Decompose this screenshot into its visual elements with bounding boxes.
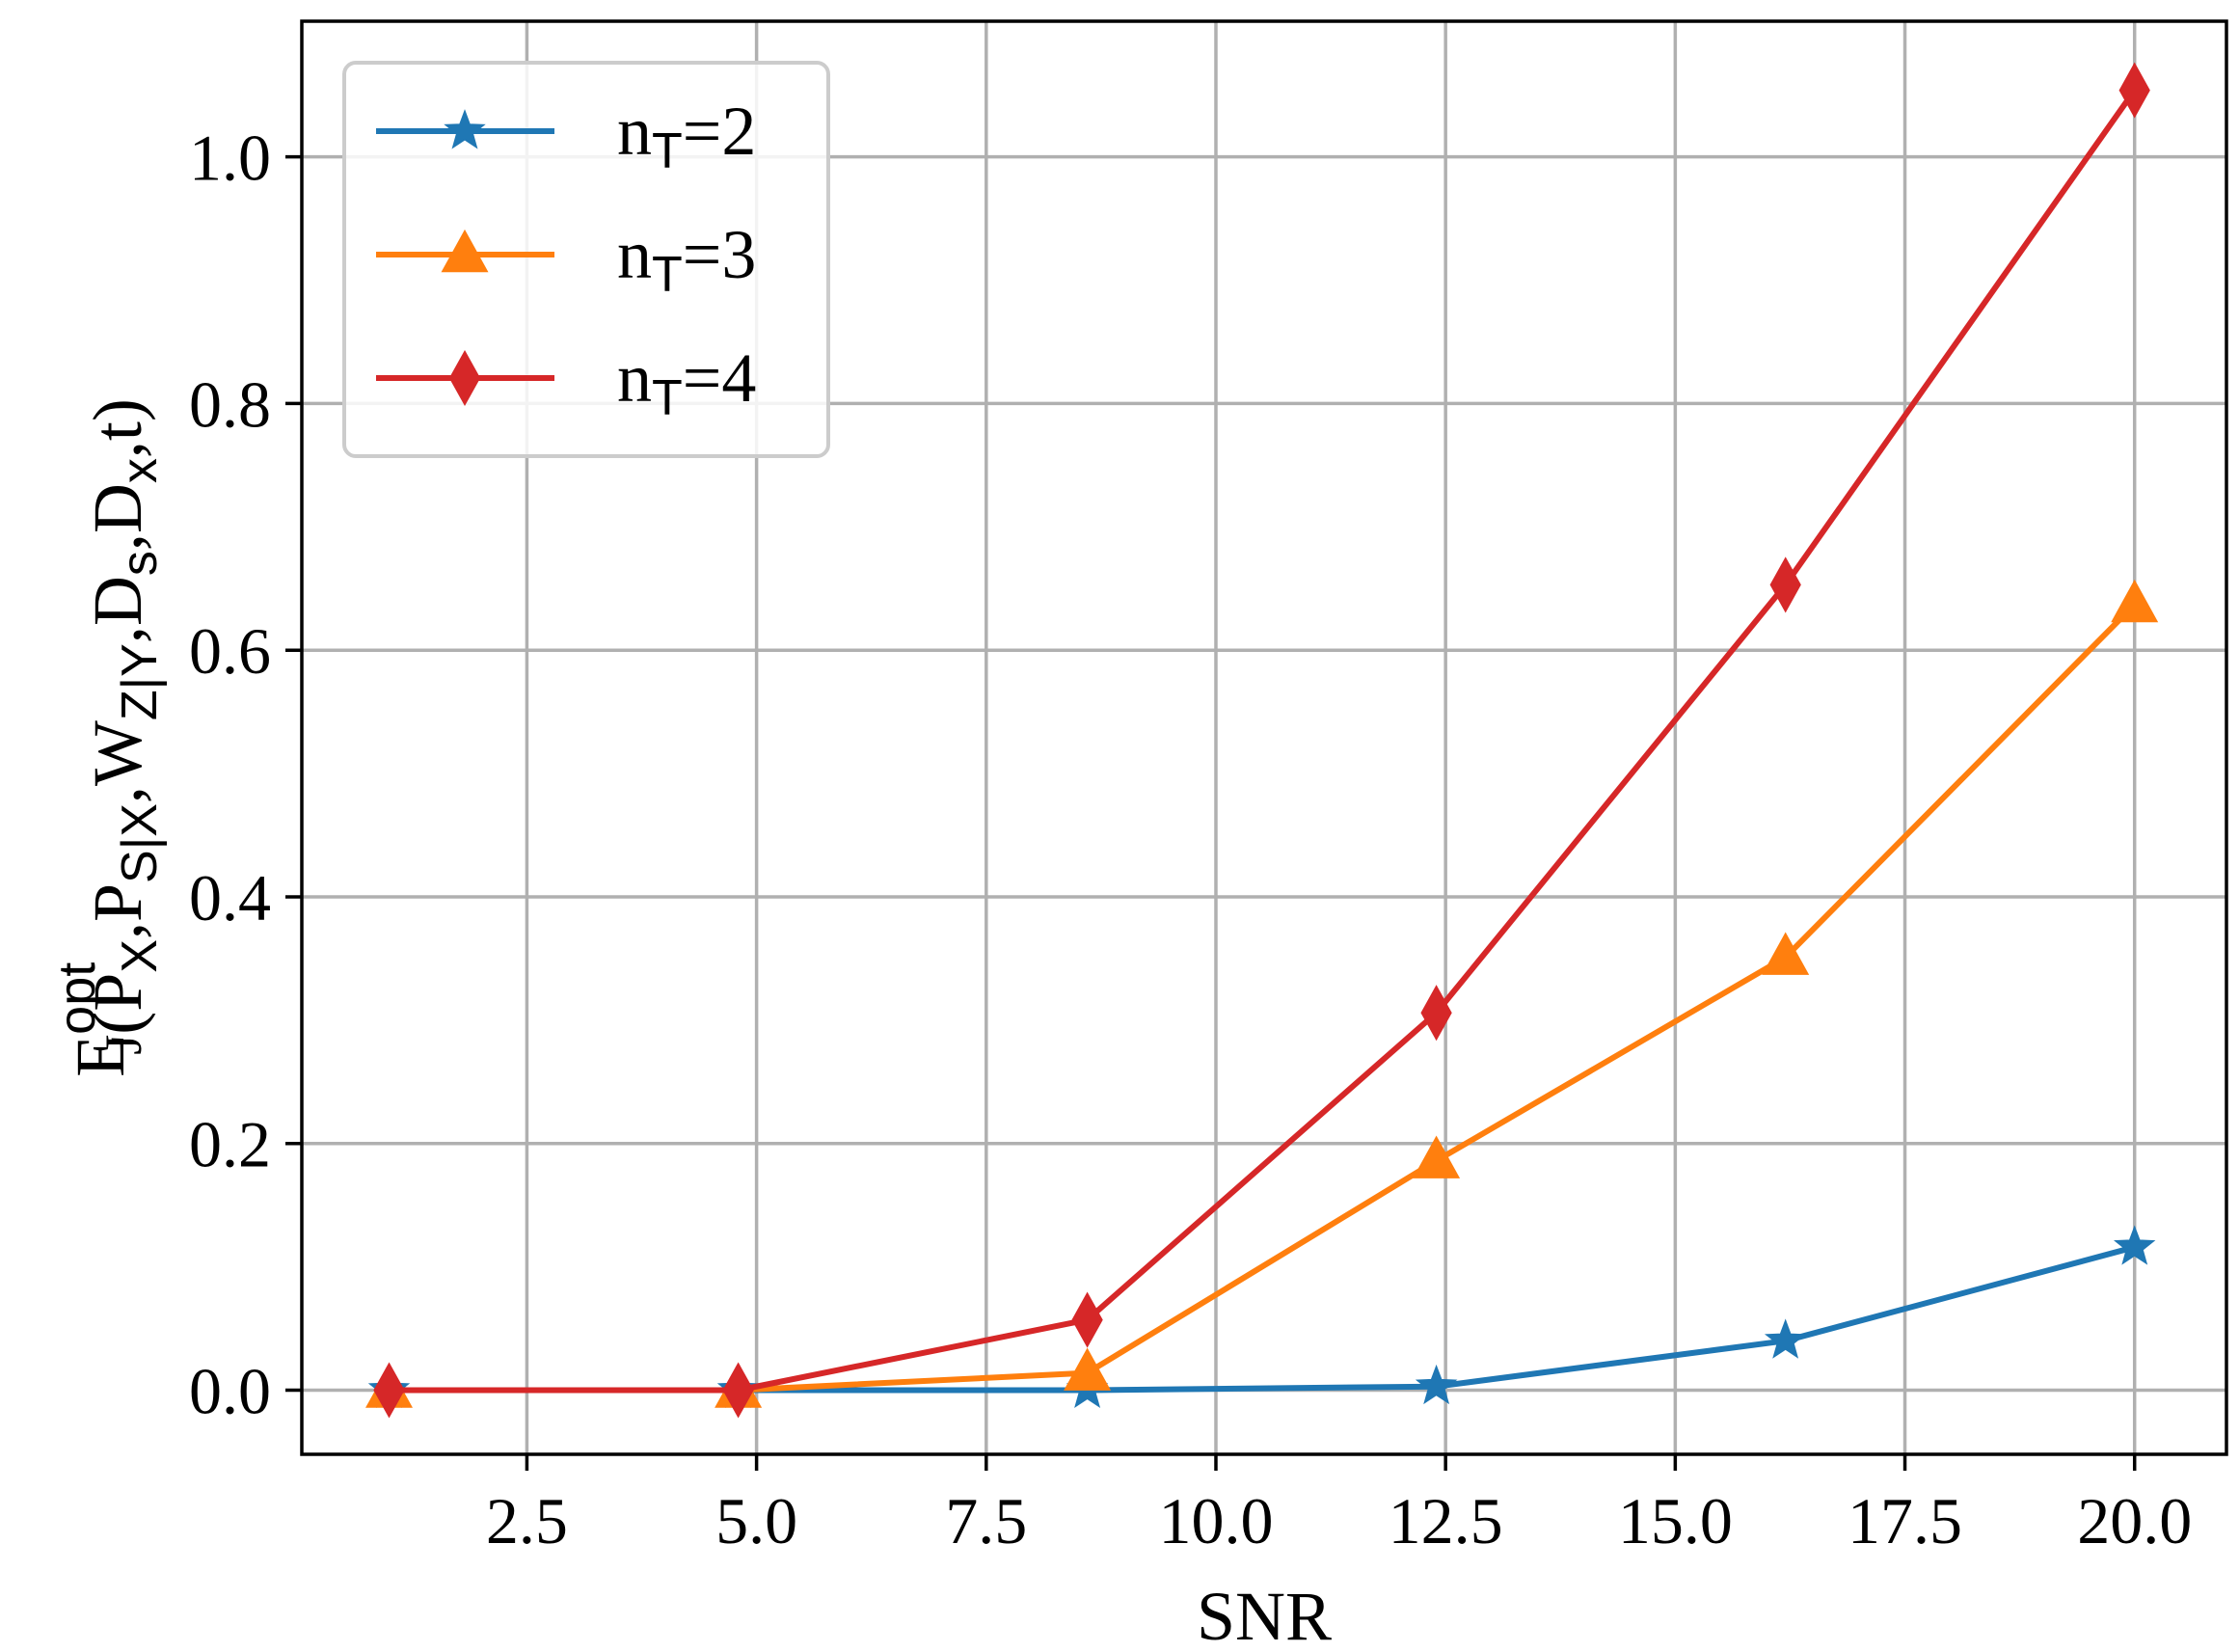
data-point bbox=[1762, 932, 1810, 975]
data-point bbox=[2111, 579, 2159, 623]
data-point bbox=[373, 1362, 405, 1419]
y-tick-label: 0.6 bbox=[189, 614, 271, 688]
y-axis-label: EoptJ(PX,PS|X,WZ|Y,Ds,Dx,t) bbox=[48, 398, 168, 1077]
series-2 bbox=[365, 579, 2159, 1408]
grid bbox=[302, 21, 2226, 1454]
x-tick-label: 5.0 bbox=[715, 1484, 797, 1557]
x-tick-label: 15.0 bbox=[1618, 1484, 1733, 1557]
data-point bbox=[1413, 1135, 1461, 1178]
y-tick-label: 1.0 bbox=[189, 122, 271, 195]
data-point bbox=[1415, 1364, 1458, 1405]
x-tick-label: 7.5 bbox=[945, 1484, 1027, 1557]
series-1 bbox=[367, 1225, 2156, 1409]
series-3 bbox=[373, 62, 2150, 1419]
x-tick-label: 12.5 bbox=[1389, 1484, 1503, 1557]
y-tick-label: 0.2 bbox=[189, 1108, 271, 1181]
x-tick-label: 2.5 bbox=[486, 1484, 568, 1557]
legend-marker bbox=[444, 109, 486, 149]
series-line bbox=[389, 88, 2138, 1394]
x-axis-label: SNR bbox=[1197, 1578, 1332, 1652]
ticks: 2.5 5.0 7.5 10.0 12.5 15.0 17.5 20.0 0.0 0.2 0.4 0.… bbox=[189, 122, 2192, 1557]
legend: nT=2 nT=3 nT=4 bbox=[342, 61, 830, 458]
data-point bbox=[1071, 1291, 1103, 1348]
series-layer bbox=[365, 62, 2159, 1419]
y-tick-label: 0.8 bbox=[189, 367, 271, 441]
data-point bbox=[2113, 1225, 2156, 1265]
y-tick-label: 0.0 bbox=[189, 1355, 271, 1428]
data-point bbox=[722, 1362, 754, 1419]
plot-frame bbox=[300, 19, 2228, 1456]
x-tick-label: 20.0 bbox=[2077, 1484, 2192, 1557]
data-point bbox=[1064, 1347, 1112, 1391]
series-line bbox=[389, 602, 2137, 1394]
legend-marker bbox=[448, 349, 481, 407]
data-point bbox=[1420, 985, 1452, 1042]
legend-marker bbox=[441, 229, 489, 273]
legend-item: nT=3 bbox=[376, 216, 756, 303]
data-point bbox=[1764, 1318, 1807, 1359]
x-tick-label: 10.0 bbox=[1158, 1484, 1273, 1557]
legend-label: nT=4 bbox=[617, 339, 756, 426]
legend-label: nT=3 bbox=[617, 216, 756, 303]
x-tick-label: 17.5 bbox=[1848, 1484, 1962, 1557]
data-point bbox=[2118, 62, 2150, 119]
y-tick-label: 0.4 bbox=[189, 861, 271, 934]
legend-item: nT=2 bbox=[376, 93, 756, 179]
legend-item: nT=4 bbox=[376, 339, 756, 426]
legend-label: nT=2 bbox=[617, 93, 756, 179]
data-point bbox=[1769, 556, 1801, 613]
